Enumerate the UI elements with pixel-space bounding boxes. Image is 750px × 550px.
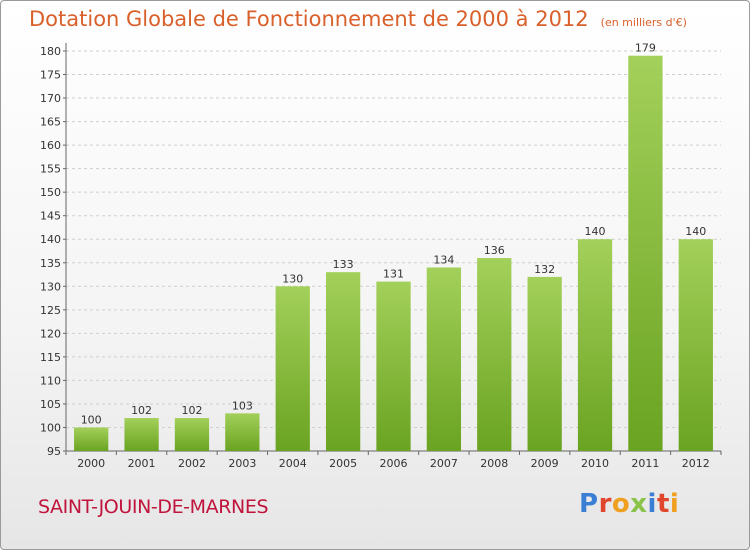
data-label: 130 [282,272,303,285]
bar [124,418,159,451]
x-tick-label: 2007 [430,457,458,470]
logo-letter: o [611,489,631,519]
chart-title: Dotation Globale de Fonctionnement de 20… [29,7,687,31]
bar [477,258,512,451]
y-tick-label: 160 [40,139,61,152]
x-tick-label: 2006 [380,457,408,470]
bar [225,413,260,451]
data-label: 136 [484,244,505,257]
y-tick-label: 165 [40,116,61,129]
bar [376,281,411,451]
x-tick-label: 2012 [682,457,710,470]
data-label: 132 [534,263,555,276]
x-tick-label: 2004 [279,457,307,470]
logo-letter: x [630,489,648,519]
y-tick-label: 175 [40,69,61,82]
x-tick-label: 2001 [128,457,156,470]
y-tick-label: 130 [40,280,61,293]
data-label: 140 [585,225,606,238]
y-tick-label: 150 [40,186,61,199]
logo-letter: i [647,489,657,519]
grid-lines [66,50,721,428]
x-tick-label: 2000 [77,457,105,470]
y-tick-label: 115 [40,351,61,364]
x-tick-labels: 2000 2001 2002 2003 2004 2005 2006 2007 2008 2009… [65,451,722,470]
y-tick-label: 135 [40,257,61,270]
y-tick-labels: 95 100 105 110 115 120 125 130 135 140 145 150 155 16… [40,45,66,458]
x-tick-label: 2011 [631,457,659,470]
data-label: 102 [181,404,202,417]
data-label: 133 [333,258,354,271]
y-tick-label: 145 [40,210,61,223]
commune-name: SAINT-JOUIN-DE-MARNES [38,496,269,518]
x-tick-label: 2010 [581,457,609,470]
y-tick-label: 155 [40,163,61,176]
title-main: Dotation Globale de Fonctionnement de 20… [29,7,589,31]
y-tick-label: 110 [40,374,61,387]
bar [628,55,663,452]
data-label: 179 [635,42,656,55]
logo-letter: i [669,489,680,519]
data-label: 103 [232,399,253,412]
x-tick-label: 2008 [480,457,508,470]
y-tick-label: 125 [40,304,61,317]
logo-letter: t [656,489,670,519]
x-tick-label: 2003 [228,457,256,470]
y-tick-label: 100 [40,421,61,434]
y-tick-label: 95 [47,445,61,458]
bar [527,276,562,451]
title-unit: (en milliers d'€) [600,16,687,29]
logo-letter: P [579,489,599,519]
data-label: 131 [383,268,404,281]
bar [275,286,310,451]
y-tick-label: 105 [40,398,61,411]
y-tick-label: 120 [40,327,61,340]
bar [174,418,210,451]
y-tick-label: 170 [40,92,61,105]
bar [678,239,713,451]
bar [325,272,361,451]
bars: 100 102 102 103 130 133 131 134 136 132 140 179 140 [74,42,713,452]
data-label: 134 [433,253,454,266]
y-tick-label: 140 [40,233,61,246]
logo-letter: r [598,489,612,519]
bar [426,267,462,451]
data-label: 140 [685,225,706,238]
proxiti-logo: Proxiti [579,489,679,519]
x-tick-label: 2009 [531,457,559,470]
x-tick-label: 2002 [178,457,206,470]
bar [577,239,613,451]
data-label: 100 [81,413,102,426]
y-tick-label: 180 [40,45,61,58]
x-tick-label: 2005 [329,457,357,470]
data-label: 102 [131,404,152,417]
bar [74,427,109,451]
